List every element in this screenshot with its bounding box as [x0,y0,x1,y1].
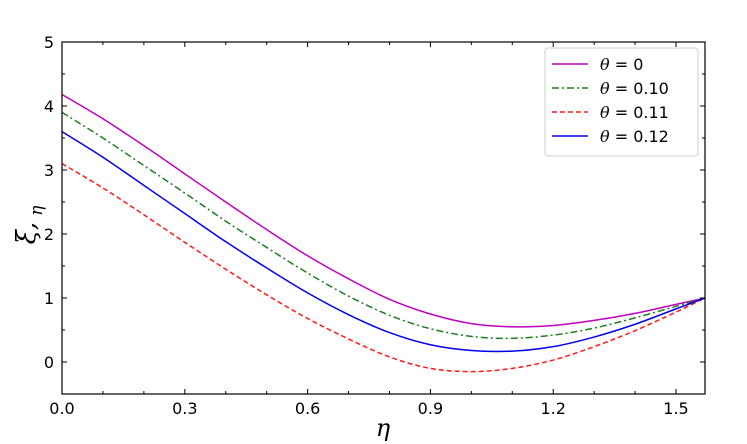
x-axis-label: η [376,414,391,442]
x-tick-label: 0.3 [172,399,197,418]
legend-value: = 0 [610,55,644,74]
x-tick-label: 1.2 [540,399,565,418]
ticks-layer: 0.0 0.3 0.6 0.9 1.2 1.5 0 1 2 3 4 5 [44,33,705,418]
legend-theta-symbol: θ [600,103,610,122]
legend-value: = 0.10 [610,79,669,98]
x-tick-label: 0.9 [418,399,443,418]
y-tick-label: 4 [44,97,54,116]
svg-text:ξ, η: ξ, η [12,205,47,245]
x-tick-label: 0.6 [295,399,320,418]
y-tick-label: 1 [44,289,54,308]
y-axis-label: ξ, η [12,205,47,245]
legend-label-4: θ = 0.12 [600,127,669,146]
legend-label-1: θ = 0 [600,55,643,74]
plot-frame [61,41,706,395]
legend-label-3: θ = 0.11 [600,103,669,122]
legend-value: = 0.11 [610,103,669,122]
y-tick-label: 0 [44,353,54,372]
legend-box [544,47,699,157]
y-axis-label-sub: η [27,205,47,216]
legend-label-2: θ = 0.10 [600,79,669,98]
y-axis-label-main: ξ, [12,222,42,245]
legend-theta-symbol: θ [600,79,610,98]
series-layer [61,93,706,373]
legend-value: = 0.12 [610,127,669,146]
x-tick-label: 1.5 [663,399,688,418]
series-line-4 [61,130,706,353]
legend-theta-symbol: θ [600,127,610,146]
series-line-1 [61,93,706,328]
legend: θ = 0θ = 0.10θ = 0.11θ = 0.12 [544,47,699,157]
y-tick-label: 3 [44,161,54,180]
y-tick-label: 5 [44,33,54,52]
series-line-3 [61,162,706,373]
y-tick-label: 2 [44,225,54,244]
x-tick-label: 0.0 [49,399,74,418]
legend-theta-symbol: θ [600,55,610,74]
series-line-2 [61,111,706,340]
